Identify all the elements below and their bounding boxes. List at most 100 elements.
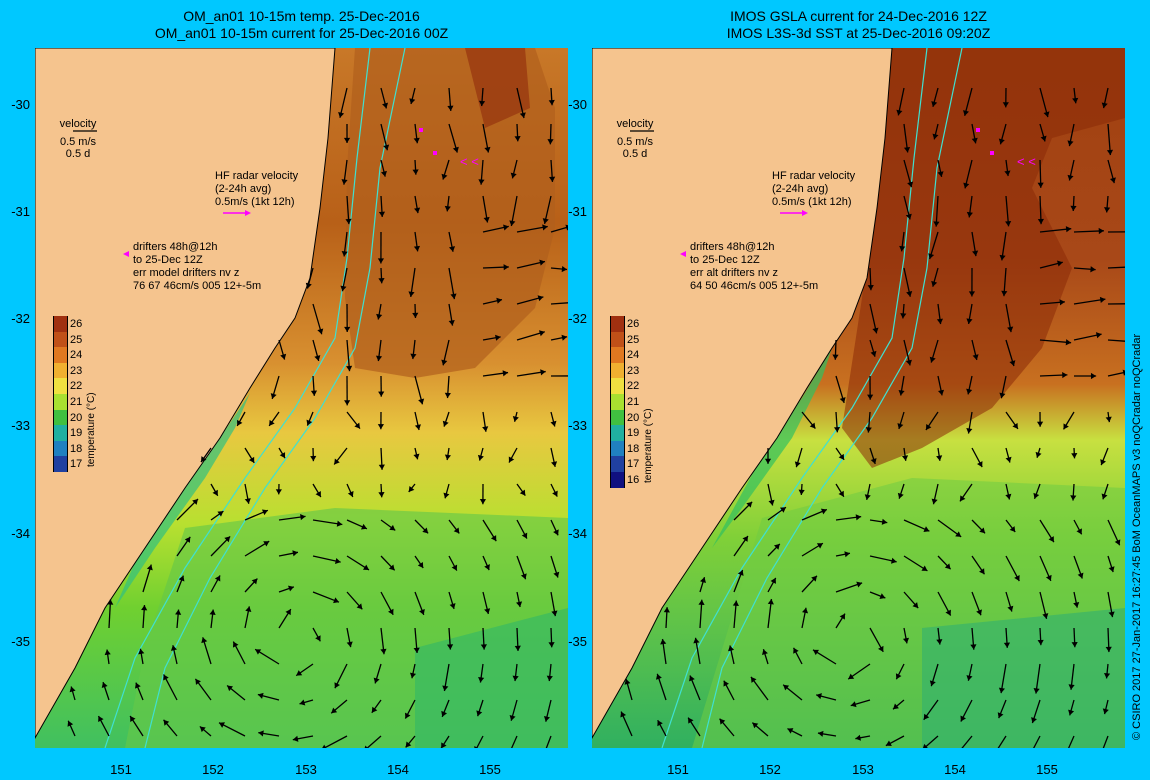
velocity-arrow-head	[922, 743, 928, 748]
velocity-arrow-head	[966, 211, 973, 218]
velocity-arrow-head	[382, 102, 389, 109]
colorbar-tick-label: 24	[627, 349, 640, 362]
velocity-legend: velocity 0.5 m/s 0.5 d	[610, 118, 660, 160]
velocity-arrow-head	[405, 712, 411, 719]
velocity-arrow-head	[280, 353, 287, 360]
velocity-arrow-head	[1103, 672, 1111, 679]
velocity-arrow-head	[561, 265, 568, 273]
velocity-arrow-head	[870, 458, 877, 464]
colorbar-tick-label: 22	[70, 380, 83, 393]
velocity-arrow-head	[354, 422, 360, 429]
drifters-error-line: err model drifters nv z	[133, 267, 240, 279]
drifters-error-line: err alt drifters nv z	[690, 267, 779, 279]
velocity-arrow-head	[502, 370, 509, 377]
velocity-arrow-head	[832, 354, 839, 360]
velocity-arrow-head	[448, 320, 455, 326]
colorbar-swatch	[610, 440, 625, 457]
velocity-arrow-head	[897, 423, 904, 429]
velocity-arrow-head	[774, 543, 780, 550]
velocity-arrow-head	[442, 420, 449, 427]
velocity-arrow-head	[443, 492, 450, 499]
velocity-arrow-head	[310, 390, 318, 396]
colorbar-tick-label: 16	[627, 474, 640, 486]
velocity-arrow-head	[315, 491, 321, 498]
latitude-tick-label: -33	[11, 418, 30, 433]
longitude-tick-label: 152	[759, 762, 781, 777]
velocity-arrow-head	[768, 499, 775, 506]
warm-core	[842, 48, 1125, 468]
velocity-arrow-head	[184, 536, 191, 543]
velocity-arrow-head	[444, 205, 451, 212]
velocity-arrow	[1073, 298, 1106, 305]
velocity-arrow-head	[929, 356, 936, 363]
velocity-arrow-head	[1114, 539, 1121, 546]
velocity-arrow-head	[263, 541, 270, 547]
velocity-arrow-head	[317, 328, 324, 335]
velocity-arrow-head	[1040, 135, 1047, 142]
colorbar-swatch	[53, 316, 68, 332]
velocity-arrow-head	[510, 172, 517, 179]
longitude-tick-label: 151	[667, 762, 689, 777]
colorbar-swatch	[53, 456, 68, 472]
velocity-arrow-head	[405, 741, 412, 748]
velocity-arrow-head	[1063, 423, 1069, 430]
velocity-arrow-head	[966, 318, 973, 324]
velocity-arrow-head	[412, 312, 419, 319]
velocity-arrow-head	[364, 745, 368, 748]
velocity-arrow	[1107, 123, 1112, 156]
velocity-arrow-head	[1067, 140, 1074, 147]
drifters-line1: drifters 48h@12h	[690, 241, 775, 253]
drifters-line1: drifters 48h@12h	[133, 241, 218, 253]
velocity-arrow-head	[409, 98, 416, 105]
velocity-arrow-head	[453, 527, 460, 534]
velocity-arrow-head	[1048, 536, 1054, 543]
velocity-legend-speed: 0.5 m/s	[616, 136, 654, 148]
velocity-arrow-head	[902, 637, 910, 644]
velocity-arrow-head	[1037, 182, 1044, 188]
velocity-arrow-head	[864, 494, 871, 500]
velocity-arrow-head	[170, 645, 177, 651]
velocity-arrow-head	[881, 518, 888, 525]
velocity-arrow-head	[521, 532, 528, 539]
velocity-arrow-head	[761, 649, 768, 656]
velocity-arrow-head	[480, 644, 487, 650]
velocity-arrow-head	[380, 648, 387, 655]
velocity-arrow-head	[413, 453, 420, 460]
velocity-arrow-head	[549, 176, 556, 182]
colorbar-swatch	[53, 425, 68, 441]
velocity-arrow-head	[897, 492, 904, 499]
velocity-arrow-head	[816, 543, 823, 549]
velocity-arrow-head	[334, 682, 340, 689]
velocity-arrow-head	[495, 334, 501, 341]
velocity-arrow-head	[336, 520, 343, 527]
velocity-arrow-head	[478, 179, 485, 185]
velocity-arrow-head	[519, 112, 526, 119]
velocity-arrow-head	[474, 746, 479, 748]
velocity-arrow-head	[689, 675, 695, 682]
velocity-arrow-head	[723, 680, 729, 687]
left-title: OM_an01 10-15m temp. 25-Dec-2016 OM_an01…	[35, 8, 568, 42]
hf-radar-line2: (2-24h avg)	[772, 183, 829, 195]
velocity-arrow-head	[1065, 226, 1072, 233]
velocity-arrow-head	[838, 453, 845, 460]
velocity-arrow-head	[178, 575, 185, 582]
velocity-arrow-head	[972, 250, 979, 257]
velocity-arrow-head	[1071, 453, 1078, 459]
velocity-arrow-head	[1108, 566, 1115, 573]
velocity-arrow-head	[388, 608, 394, 615]
velocity-arrow-head	[1109, 177, 1116, 184]
velocity-arrow-head	[1005, 220, 1012, 227]
velocity-arrow-head	[925, 423, 932, 430]
velocity-arrow-head	[923, 713, 930, 720]
velocity-arrow-head	[292, 735, 299, 742]
velocity-arrow-head	[422, 527, 429, 534]
velocity-arrow-head	[542, 224, 548, 231]
velocity-arrow-head	[285, 609, 291, 616]
velocity-arrow-head	[1012, 422, 1018, 429]
velocity-arrow-head	[968, 291, 976, 297]
drifters-legend: drifters 48h@12h to 25-Dec 12Z err model…	[133, 241, 261, 293]
latitude-tick-label: -32	[11, 311, 30, 326]
velocity-arrow-head	[344, 326, 351, 333]
velocity-arrow-head	[1067, 174, 1074, 181]
velocity-arrow-head	[380, 170, 387, 177]
